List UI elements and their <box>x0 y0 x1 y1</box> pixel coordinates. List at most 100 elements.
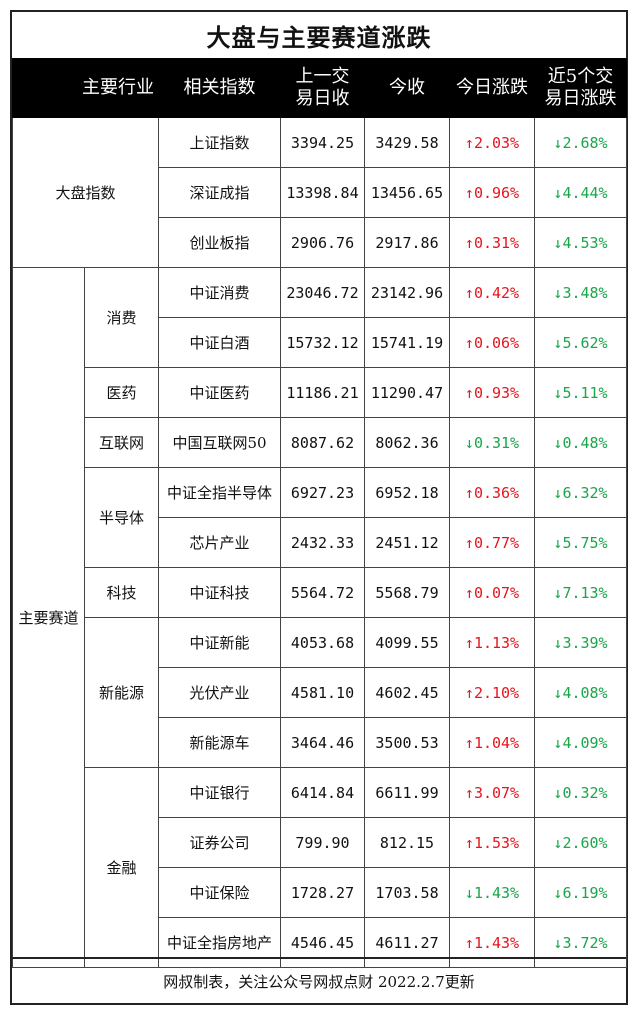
header-industry: 主要行业 <box>12 58 159 118</box>
close-value: 4602.45 <box>364 667 450 718</box>
arrow-up-icon: ↑ <box>464 733 474 752</box>
header-prev-close: 上一交 易日收 <box>280 58 365 118</box>
header-close: 今收 <box>364 58 450 118</box>
table-row: 医药 中证医药 11186.21 11290.47 ↑0.93% ↓5.11% <box>13 367 627 418</box>
arrow-down-icon: ↓ <box>464 883 474 902</box>
index-name: 中证消费 <box>158 267 281 318</box>
index-name: 中证银行 <box>158 767 281 818</box>
five-day-change-value: ↓5.75% <box>534 517 627 568</box>
table-row: 金融 中证银行 6414.84 6611.99 ↑3.07% ↓0.32% <box>13 767 627 968</box>
close-value: 2917.86 <box>364 217 450 268</box>
prev-close-value: 1728.27 <box>280 867 365 918</box>
close-value: 2451.12 <box>364 517 450 568</box>
table-row: 大盘指数 上证指数 3394.25 3429.58 ↑2.03% ↓2.68% <box>12 117 627 268</box>
close-value: 1703.58 <box>364 867 450 918</box>
arrow-down-icon: ↓ <box>553 283 563 302</box>
index-name: 芯片产业 <box>158 517 281 568</box>
today-change-value: ↑1.53% <box>449 817 535 868</box>
sub-medical: 医药 <box>84 367 159 418</box>
arrow-up-icon: ↑ <box>464 133 474 152</box>
prev-close-value: 13398.84 <box>280 167 365 218</box>
sub-internet: 互联网 <box>84 417 159 468</box>
five-day-change-value: ↓4.08% <box>534 667 627 718</box>
index-name: 中证科技 <box>158 567 281 618</box>
close-value: 3500.53 <box>364 717 450 768</box>
arrow-up-icon: ↑ <box>464 533 474 552</box>
table-row: 芯片产业 2432.33 2451.12 ↑0.77% ↓5.75% <box>13 517 627 568</box>
arrow-down-icon: ↓ <box>553 683 563 702</box>
index-name: 上证指数 <box>158 117 281 168</box>
arrow-down-icon: ↓ <box>553 133 563 152</box>
close-value: 4099.55 <box>364 617 450 668</box>
close-value: 23142.96 <box>364 267 450 318</box>
five-day-change-value: ↓5.62% <box>534 317 627 368</box>
close-value: 6611.99 <box>364 767 450 818</box>
five-day-change-value: ↓5.11% <box>534 367 627 418</box>
arrow-up-icon: ↑ <box>464 783 474 802</box>
five-day-change-value: ↓3.39% <box>534 617 627 668</box>
five-day-change-value: ↓7.13% <box>534 567 627 618</box>
five-day-change-value: ↓2.68% <box>534 117 627 168</box>
arrow-up-icon: ↑ <box>464 683 474 702</box>
arrow-up-icon: ↑ <box>464 933 474 952</box>
today-change-value: ↑0.93% <box>449 367 535 418</box>
prev-close-value: 23046.72 <box>280 267 365 318</box>
arrow-up-icon: ↑ <box>464 633 474 652</box>
sub-finance: 金融 <box>84 767 159 968</box>
prev-close-value: 11186.21 <box>280 367 365 418</box>
arrow-up-icon: ↑ <box>464 233 474 252</box>
table-row: 深证成指 13398.84 13456.65 ↑0.96% ↓4.44% <box>13 167 627 218</box>
arrow-down-icon: ↓ <box>553 383 563 402</box>
arrow-up-icon: ↑ <box>464 283 474 302</box>
prev-close-value: 6927.23 <box>280 467 365 518</box>
sub-technology: 科技 <box>84 567 159 618</box>
today-change-value: ↓1.43% <box>449 867 535 918</box>
index-name: 创业板指 <box>158 217 281 268</box>
index-name: 中证白酒 <box>158 317 281 368</box>
arrow-up-icon: ↑ <box>464 183 474 202</box>
five-day-change-value: ↓4.44% <box>534 167 627 218</box>
close-value: 4611.27 <box>364 917 450 968</box>
header-row: 主要行业 相关指数 上一交 易日收 今收 今日涨跌 近5个交 易日涨跌 <box>12 58 627 118</box>
arrow-down-icon: ↓ <box>553 483 563 502</box>
table-frame: 大盘与主要赛道涨跌 主要行业 相关指数 上一交 易日收 今收 今日涨跌 近5个交易… <box>10 10 628 1005</box>
arrow-down-icon: ↓ <box>553 933 563 952</box>
today-change-value: ↑2.03% <box>449 117 535 168</box>
five-day-change-value: ↓4.53% <box>534 217 627 268</box>
today-change-value: ↑0.42% <box>449 267 535 318</box>
table-row: 中证保险 1728.27 1703.58 ↓1.43% ↓6.19% <box>13 867 627 918</box>
five-day-change-value: ↓6.19% <box>534 867 627 918</box>
prev-close-value: 3394.25 <box>280 117 365 168</box>
arrow-up-icon: ↑ <box>464 333 474 352</box>
today-change-value: ↑3.07% <box>449 767 535 818</box>
close-value: 15741.19 <box>364 317 450 368</box>
index-name: 中证新能 <box>158 617 281 668</box>
index-name: 光伏产业 <box>158 667 281 718</box>
five-day-change-value: ↓3.48% <box>534 267 627 318</box>
market-table: 主要行业 相关指数 上一交 易日收 今收 今日涨跌 近5个交 易日涨跌 大盘指数 上证… <box>12 58 627 968</box>
group-market: 大盘指数 <box>12 117 159 268</box>
index-name: 深证成指 <box>158 167 281 218</box>
table-row: 证券公司 799.90 812.15 ↑1.53% ↓2.60% <box>13 817 627 868</box>
table-row: 半导体 中证全指半导体 6927.23 6952.18 ↑0.36% ↓6.32% <box>13 467 627 568</box>
arrow-down-icon: ↓ <box>553 633 563 652</box>
today-change-value: ↑2.10% <box>449 667 535 718</box>
arrow-down-icon: ↓ <box>553 733 563 752</box>
prev-close-value: 799.90 <box>280 817 365 868</box>
index-name: 中证保险 <box>158 867 281 918</box>
close-value: 11290.47 <box>364 367 450 418</box>
arrow-down-icon: ↓ <box>553 333 563 352</box>
arrow-down-icon: ↓ <box>553 883 563 902</box>
header-index: 相关指数 <box>158 58 281 118</box>
today-change-value: ↓0.31% <box>449 417 535 468</box>
five-day-change-value: ↓2.60% <box>534 817 627 868</box>
table-row: 主要赛道 消费 中证消费 23046.72 23142.96 ↑0.42% ↓3.48% <box>12 267 627 968</box>
index-name: 中证全指半导体 <box>158 467 281 518</box>
index-name: 中证全指房地产 <box>158 917 281 968</box>
arrow-up-icon: ↑ <box>464 383 474 402</box>
sub-new-energy: 新能源 <box>84 617 159 768</box>
five-day-change-value: ↓4.09% <box>534 717 627 768</box>
today-change-value: ↑1.04% <box>449 717 535 768</box>
arrow-up-icon: ↑ <box>464 483 474 502</box>
prev-close-value: 15732.12 <box>280 317 365 368</box>
